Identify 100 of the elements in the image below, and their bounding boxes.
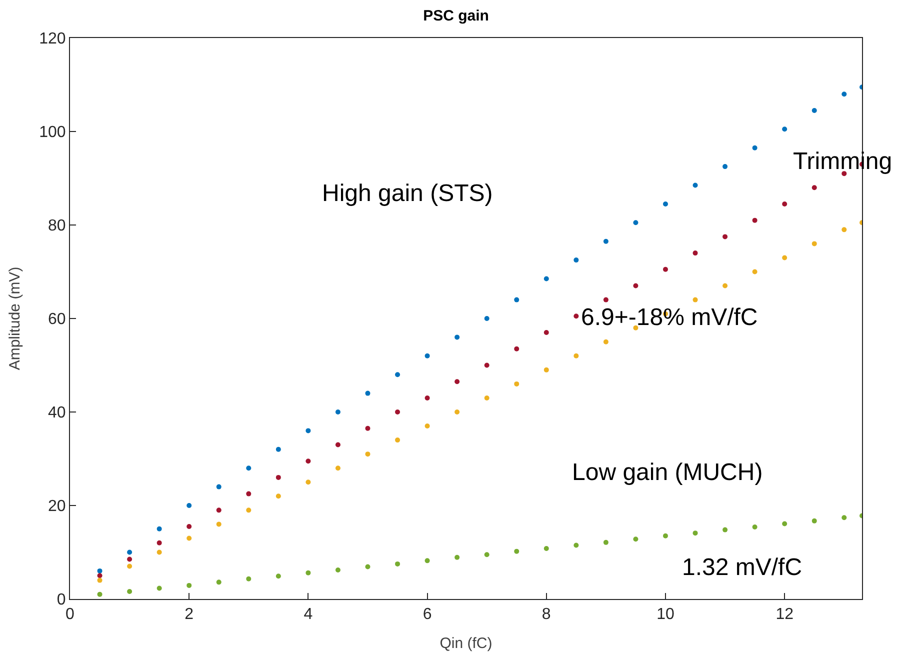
point	[246, 576, 252, 582]
point	[335, 466, 340, 471]
x-tick-label: 4	[304, 606, 313, 624]
point	[97, 592, 102, 597]
point	[574, 314, 579, 319]
point	[484, 552, 490, 558]
point	[633, 536, 638, 542]
y-tick-label: 0	[56, 592, 66, 609]
point	[216, 484, 222, 490]
annotation: 1.32 mV/fC	[682, 554, 802, 581]
annotation: 6.9+-18% mV/fC	[581, 304, 758, 331]
point	[752, 524, 758, 530]
point	[812, 241, 817, 246]
y-tick-label: 40	[48, 404, 66, 422]
x-tick-label: 8	[542, 606, 551, 624]
point	[454, 379, 460, 384]
point	[454, 410, 460, 414]
point	[246, 466, 252, 471]
point	[633, 220, 638, 226]
x-tick-label: 10	[656, 606, 674, 624]
point	[574, 542, 579, 548]
point	[186, 524, 192, 530]
point	[782, 201, 788, 206]
point	[365, 426, 370, 431]
point	[514, 346, 520, 352]
point	[454, 554, 460, 560]
chart-title: PSC gain	[423, 7, 489, 24]
point	[722, 283, 728, 288]
point	[216, 508, 222, 513]
point	[514, 548, 520, 554]
point	[424, 424, 430, 429]
point	[662, 266, 668, 272]
point	[306, 480, 311, 485]
point	[335, 568, 340, 573]
point	[484, 395, 490, 400]
point	[365, 564, 370, 570]
point	[782, 126, 788, 132]
point	[246, 491, 252, 496]
point	[752, 218, 758, 223]
annotation: Low gain (MUCH)	[572, 459, 763, 486]
point	[752, 145, 758, 150]
point	[216, 522, 222, 527]
point	[424, 353, 430, 358]
point	[335, 442, 340, 448]
x-tick-label: 12	[776, 606, 794, 624]
y-tick-label: 20	[48, 498, 66, 516]
point	[306, 458, 311, 464]
point	[514, 381, 520, 386]
point	[97, 578, 102, 583]
point	[246, 508, 252, 513]
point	[156, 526, 162, 532]
point	[633, 325, 638, 330]
point	[692, 182, 698, 188]
point	[186, 536, 192, 541]
point	[484, 362, 490, 368]
point	[395, 561, 400, 566]
point	[722, 164, 728, 170]
point	[782, 521, 788, 526]
point	[514, 297, 520, 302]
point	[276, 494, 281, 499]
y-tick-label: 120	[39, 30, 66, 48]
point	[454, 334, 460, 340]
point	[662, 201, 668, 206]
point	[692, 297, 698, 302]
point	[186, 503, 192, 508]
point	[782, 255, 788, 260]
point	[603, 297, 608, 302]
point	[752, 269, 758, 274]
point	[603, 339, 608, 344]
point	[395, 438, 400, 443]
point	[395, 410, 400, 414]
x-tick-label: 6	[422, 606, 432, 624]
point	[156, 586, 162, 591]
point	[276, 474, 281, 480]
point	[544, 330, 549, 336]
point	[544, 546, 549, 552]
point	[424, 558, 430, 564]
point	[306, 428, 311, 434]
point	[276, 574, 281, 579]
annotation: High gain (STS)	[322, 180, 493, 207]
point	[812, 108, 817, 113]
y-axis-title: Amplitude (mV)	[6, 266, 24, 370]
point	[812, 518, 817, 524]
point	[603, 238, 608, 244]
point	[186, 582, 192, 588]
point	[97, 568, 102, 574]
point	[424, 395, 430, 400]
point	[692, 250, 698, 256]
point	[662, 533, 668, 538]
point	[842, 227, 847, 232]
point	[156, 540, 162, 546]
point	[306, 570, 311, 576]
x-tick-label: 2	[184, 606, 194, 624]
point	[365, 390, 370, 396]
point	[722, 527, 728, 532]
point	[812, 185, 817, 190]
point	[544, 276, 549, 282]
point	[484, 316, 490, 321]
point	[722, 234, 728, 240]
x-axis-title: Qin (fC)	[440, 635, 492, 652]
